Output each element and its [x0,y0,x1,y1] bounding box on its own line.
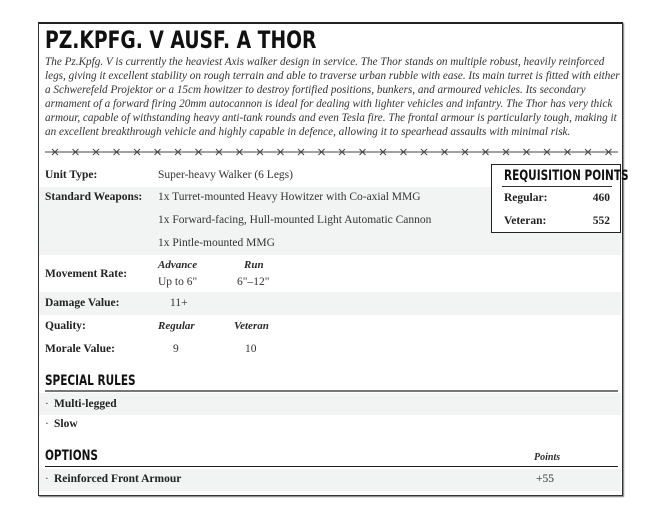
unit-title: PZ.KPFG. V AUSF. A THOR [45,26,317,54]
barb [277,148,284,156]
unit-card [38,22,623,496]
special-rule-item: Multi-legged [54,398,117,410]
morale-regular: 9 [173,343,179,355]
barb [564,148,571,156]
req-regular-label: Regular: [504,192,548,204]
options-heading: OPTIONS [45,448,98,464]
barb [605,148,612,156]
barb [133,148,141,156]
barb [318,148,325,156]
quality-veteran-label: Veteran [234,320,269,332]
weapon-item: 1x Turret-mounted Heavy Howitzer with Co… [158,191,421,203]
weapon-item: 1x Forward-facing, Hull-mounted Light Au… [158,214,432,226]
barb [359,148,366,156]
points-column-label: Points [534,452,561,463]
requisition-points-box: REQUISITION POINTS Regular: 460 Veteran:… [491,164,629,233]
weapon-item: 1x Pintle-mounted MMG [158,237,275,249]
barb [256,148,264,156]
bullet: · [45,398,49,410]
barb [400,148,407,156]
quality-label: Quality: [45,320,86,332]
barb [523,148,530,156]
requisition-title: REQUISITION POINTS [504,168,629,184]
option-name: Reinforced Front Armour [54,473,182,485]
barb [461,148,469,156]
weapons-label: Standard Weapons: [45,191,143,203]
barb [543,148,551,156]
barb [113,148,120,156]
req-veteran-value: 552 [592,215,610,227]
barb [420,148,428,156]
movement-label: Movement Rate: [45,268,128,280]
option-points: +55 [536,473,554,485]
barb [297,148,305,156]
barb [379,148,387,156]
barb [482,148,489,156]
unit-type-label: Unit Type: [45,169,98,181]
req-veteran-label: Veteran: [504,215,547,227]
barb [338,148,346,156]
row-band [39,292,621,315]
row-band [39,393,621,415]
run-label: Run [244,259,264,271]
barb [154,148,161,156]
damage-label: Damage Value: [45,297,120,309]
barb [584,148,592,156]
req-regular-value: 460 [592,192,610,204]
barb [236,148,243,156]
barb [441,148,448,156]
bullet: · [45,473,49,485]
barb [72,148,79,156]
advance-value: Up to 6" [158,276,198,288]
run-value: 6"–12" [237,276,270,288]
barbed-wire-divider [45,148,618,156]
barb [195,148,202,156]
option-row [39,469,621,491]
barb [51,148,59,156]
damage-value: 11+ [170,297,188,309]
barb [174,148,182,156]
special-rule-item: Slow [54,418,78,430]
unit-type-value: Super-heavy Walker (6 Legs) [158,169,293,181]
special-rules-heading: SPECIAL RULES [45,373,136,389]
bullet: · [45,418,49,430]
morale-label: Morale Value: [45,343,115,355]
advance-label: Advance [158,259,198,271]
barb [502,148,510,156]
morale-veteran: 10 [245,343,257,355]
barb [92,148,100,156]
barb [215,148,223,156]
quality-regular-label: Regular [158,320,195,332]
unit-description: The Pz.Kpfg. V is currently the heaviest… [45,56,620,138]
